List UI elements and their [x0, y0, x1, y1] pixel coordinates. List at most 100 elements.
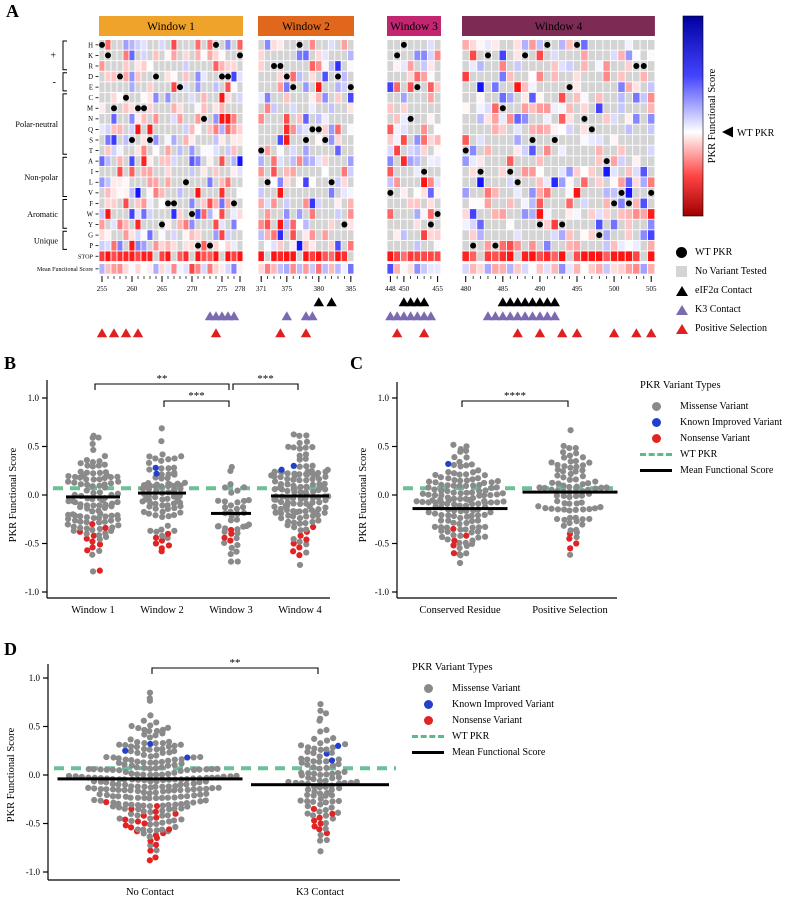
panel-d-points — [65, 689, 360, 864]
svg-text:0.5: 0.5 — [28, 442, 40, 452]
variant-legend-item: Known Improved Variant — [412, 696, 554, 712]
mean-score-line-icon — [640, 468, 672, 472]
svg-text:480: 480 — [460, 285, 471, 293]
heatmap-legend-item: Positive Selection — [674, 322, 767, 335]
panel-c-chart: 1.0 0.5 0.0 -0.5 -1.0 PKR Functional Score Con… — [358, 382, 618, 616]
variant-legend-label: Nonsense Variant — [452, 714, 523, 726]
variant-legend-label: Known Improved Variant — [680, 416, 783, 428]
svg-text:Window 4: Window 4 — [535, 21, 583, 33]
svg-text:Window 3: Window 3 — [390, 21, 438, 33]
svg-text:N: N — [88, 116, 93, 123]
svg-text:450: 450 — [399, 285, 410, 293]
missense-variant-dot-icon — [412, 683, 444, 693]
svg-text:260: 260 — [127, 285, 138, 293]
heatmap-legend-item: WT PKR — [674, 246, 767, 259]
svg-text:Conserved Residue: Conserved Residue — [419, 605, 501, 616]
variant-legend-item: Mean Functional Score — [640, 462, 782, 478]
heatmap-legend: WT PKR No Variant Tested eIF2α Contact K3 C… — [674, 246, 767, 335]
variant-legend-label: Mean Functional Score — [680, 464, 774, 476]
heatmap-legend-item: eIF2α Contact — [674, 284, 767, 297]
nonsense-variant-dot-icon — [412, 715, 444, 725]
svg-text:E: E — [89, 85, 93, 92]
svg-text:1.0: 1.0 — [29, 673, 41, 683]
svg-text:0.0: 0.0 — [28, 490, 40, 500]
nonsense-variant-dot-icon — [640, 433, 672, 443]
positive-selection-triangle-icon — [674, 323, 689, 334]
svg-text:PKR Functional Score: PKR Functional Score — [6, 727, 17, 822]
svg-text:275: 275 — [217, 285, 228, 293]
svg-text:PKR Functional Score: PKR Functional Score — [707, 68, 718, 163]
panel-c-points — [413, 427, 610, 567]
panel-d-label: D — [4, 639, 17, 659]
variant-legend-title: PKR Variant Types — [640, 380, 721, 391]
variant-legend-item: Missense Variant — [412, 680, 554, 696]
heatmap-legend-label: Positive Selection — [695, 323, 767, 334]
heatmap-legend-label: No Variant Tested — [695, 266, 767, 277]
svg-text:F: F — [89, 201, 93, 208]
svg-text:L: L — [89, 180, 93, 187]
panel-b-chart: 1.0 0.5 0.0 -0.5 -1.0 PKR Functional Score Win… — [8, 373, 332, 616]
variant-legend-item: Known Improved Variant — [640, 414, 782, 430]
variant-legend-bc: PKR Variant Types Missense Variant Known I… — [640, 380, 782, 478]
svg-text:Mean Functional Score: Mean Functional Score — [37, 267, 93, 273]
svg-text:-1.0: -1.0 — [26, 867, 41, 877]
svg-text:+: + — [50, 50, 56, 61]
svg-text:-0.5: -0.5 — [375, 539, 390, 549]
svg-text:Unique: Unique — [34, 236, 58, 245]
variant-legend-label: Missense Variant — [680, 400, 749, 412]
heatmap-legend-item: No Variant Tested — [674, 265, 767, 278]
svg-text:-1.0: -1.0 — [375, 587, 390, 597]
svg-text:495: 495 — [572, 285, 583, 293]
svg-text:375: 375 — [282, 285, 293, 293]
known-improved-variant-dot-icon — [412, 699, 444, 709]
svg-text:505: 505 — [646, 285, 657, 293]
svg-text:-0.5: -0.5 — [25, 539, 40, 549]
svg-text:Positive Selection: Positive Selection — [532, 605, 608, 616]
svg-text:0.5: 0.5 — [378, 442, 390, 452]
svg-text:M: M — [87, 106, 93, 113]
svg-text:****: **** — [504, 390, 526, 402]
svg-text:Polar-neutral: Polar-neutral — [15, 120, 58, 129]
svg-text:255: 255 — [97, 285, 108, 293]
svg-text:W: W — [87, 211, 94, 218]
svg-text:Window 2: Window 2 — [282, 21, 330, 33]
svg-text:R: R — [88, 63, 93, 70]
svg-text:278: 278 — [235, 285, 246, 293]
variant-legend-item: Missense Variant — [640, 398, 782, 414]
svg-text:T: T — [89, 148, 94, 155]
variant-legend-label: WT PKR — [680, 448, 718, 460]
svg-text:PKR Functional Score: PKR Functional Score — [8, 447, 19, 542]
svg-text:C: C — [88, 95, 93, 102]
mean-score-line-icon — [412, 750, 444, 754]
svg-text:485: 485 — [498, 285, 509, 293]
svg-text:-0.5: -0.5 — [26, 819, 41, 829]
heatmap-legend-label: eIF2α Contact — [695, 285, 753, 296]
wt-pkr-line-icon — [640, 452, 672, 456]
panel-b-label: B — [4, 353, 17, 373]
panel-b-points — [64, 425, 332, 575]
svg-text:K: K — [88, 53, 93, 60]
svg-text:P: P — [89, 243, 93, 250]
svg-text:Window 1: Window 1 — [71, 605, 115, 616]
svg-text:V: V — [88, 190, 93, 197]
svg-text:0.0: 0.0 — [378, 490, 390, 500]
svg-text:Non-polar: Non-polar — [24, 173, 58, 182]
svg-text:**: ** — [230, 657, 241, 669]
variant-legend-item: WT PKR — [640, 446, 782, 462]
svg-text:I: I — [91, 169, 94, 176]
svg-text:Window 1: Window 1 — [147, 21, 195, 33]
svg-text:Window 3: Window 3 — [209, 605, 253, 616]
svg-text:D: D — [88, 74, 93, 81]
svg-text:385: 385 — [346, 285, 357, 293]
variant-legend-item: WT PKR — [412, 728, 554, 744]
variant-legend-label: Missense Variant — [452, 682, 521, 694]
svg-text:Window 4: Window 4 — [278, 605, 322, 616]
svg-text:0.5: 0.5 — [29, 722, 41, 732]
wt-pkr-line-icon — [412, 734, 444, 738]
svg-text:Q: Q — [88, 127, 93, 134]
svg-text:0.0: 0.0 — [29, 770, 41, 780]
heatmap-legend-item: K3 Contact — [674, 303, 767, 316]
eif2a-contact-triangle-icon — [674, 285, 689, 296]
svg-text:S: S — [89, 137, 93, 144]
panel-a-label: A — [6, 1, 19, 21]
